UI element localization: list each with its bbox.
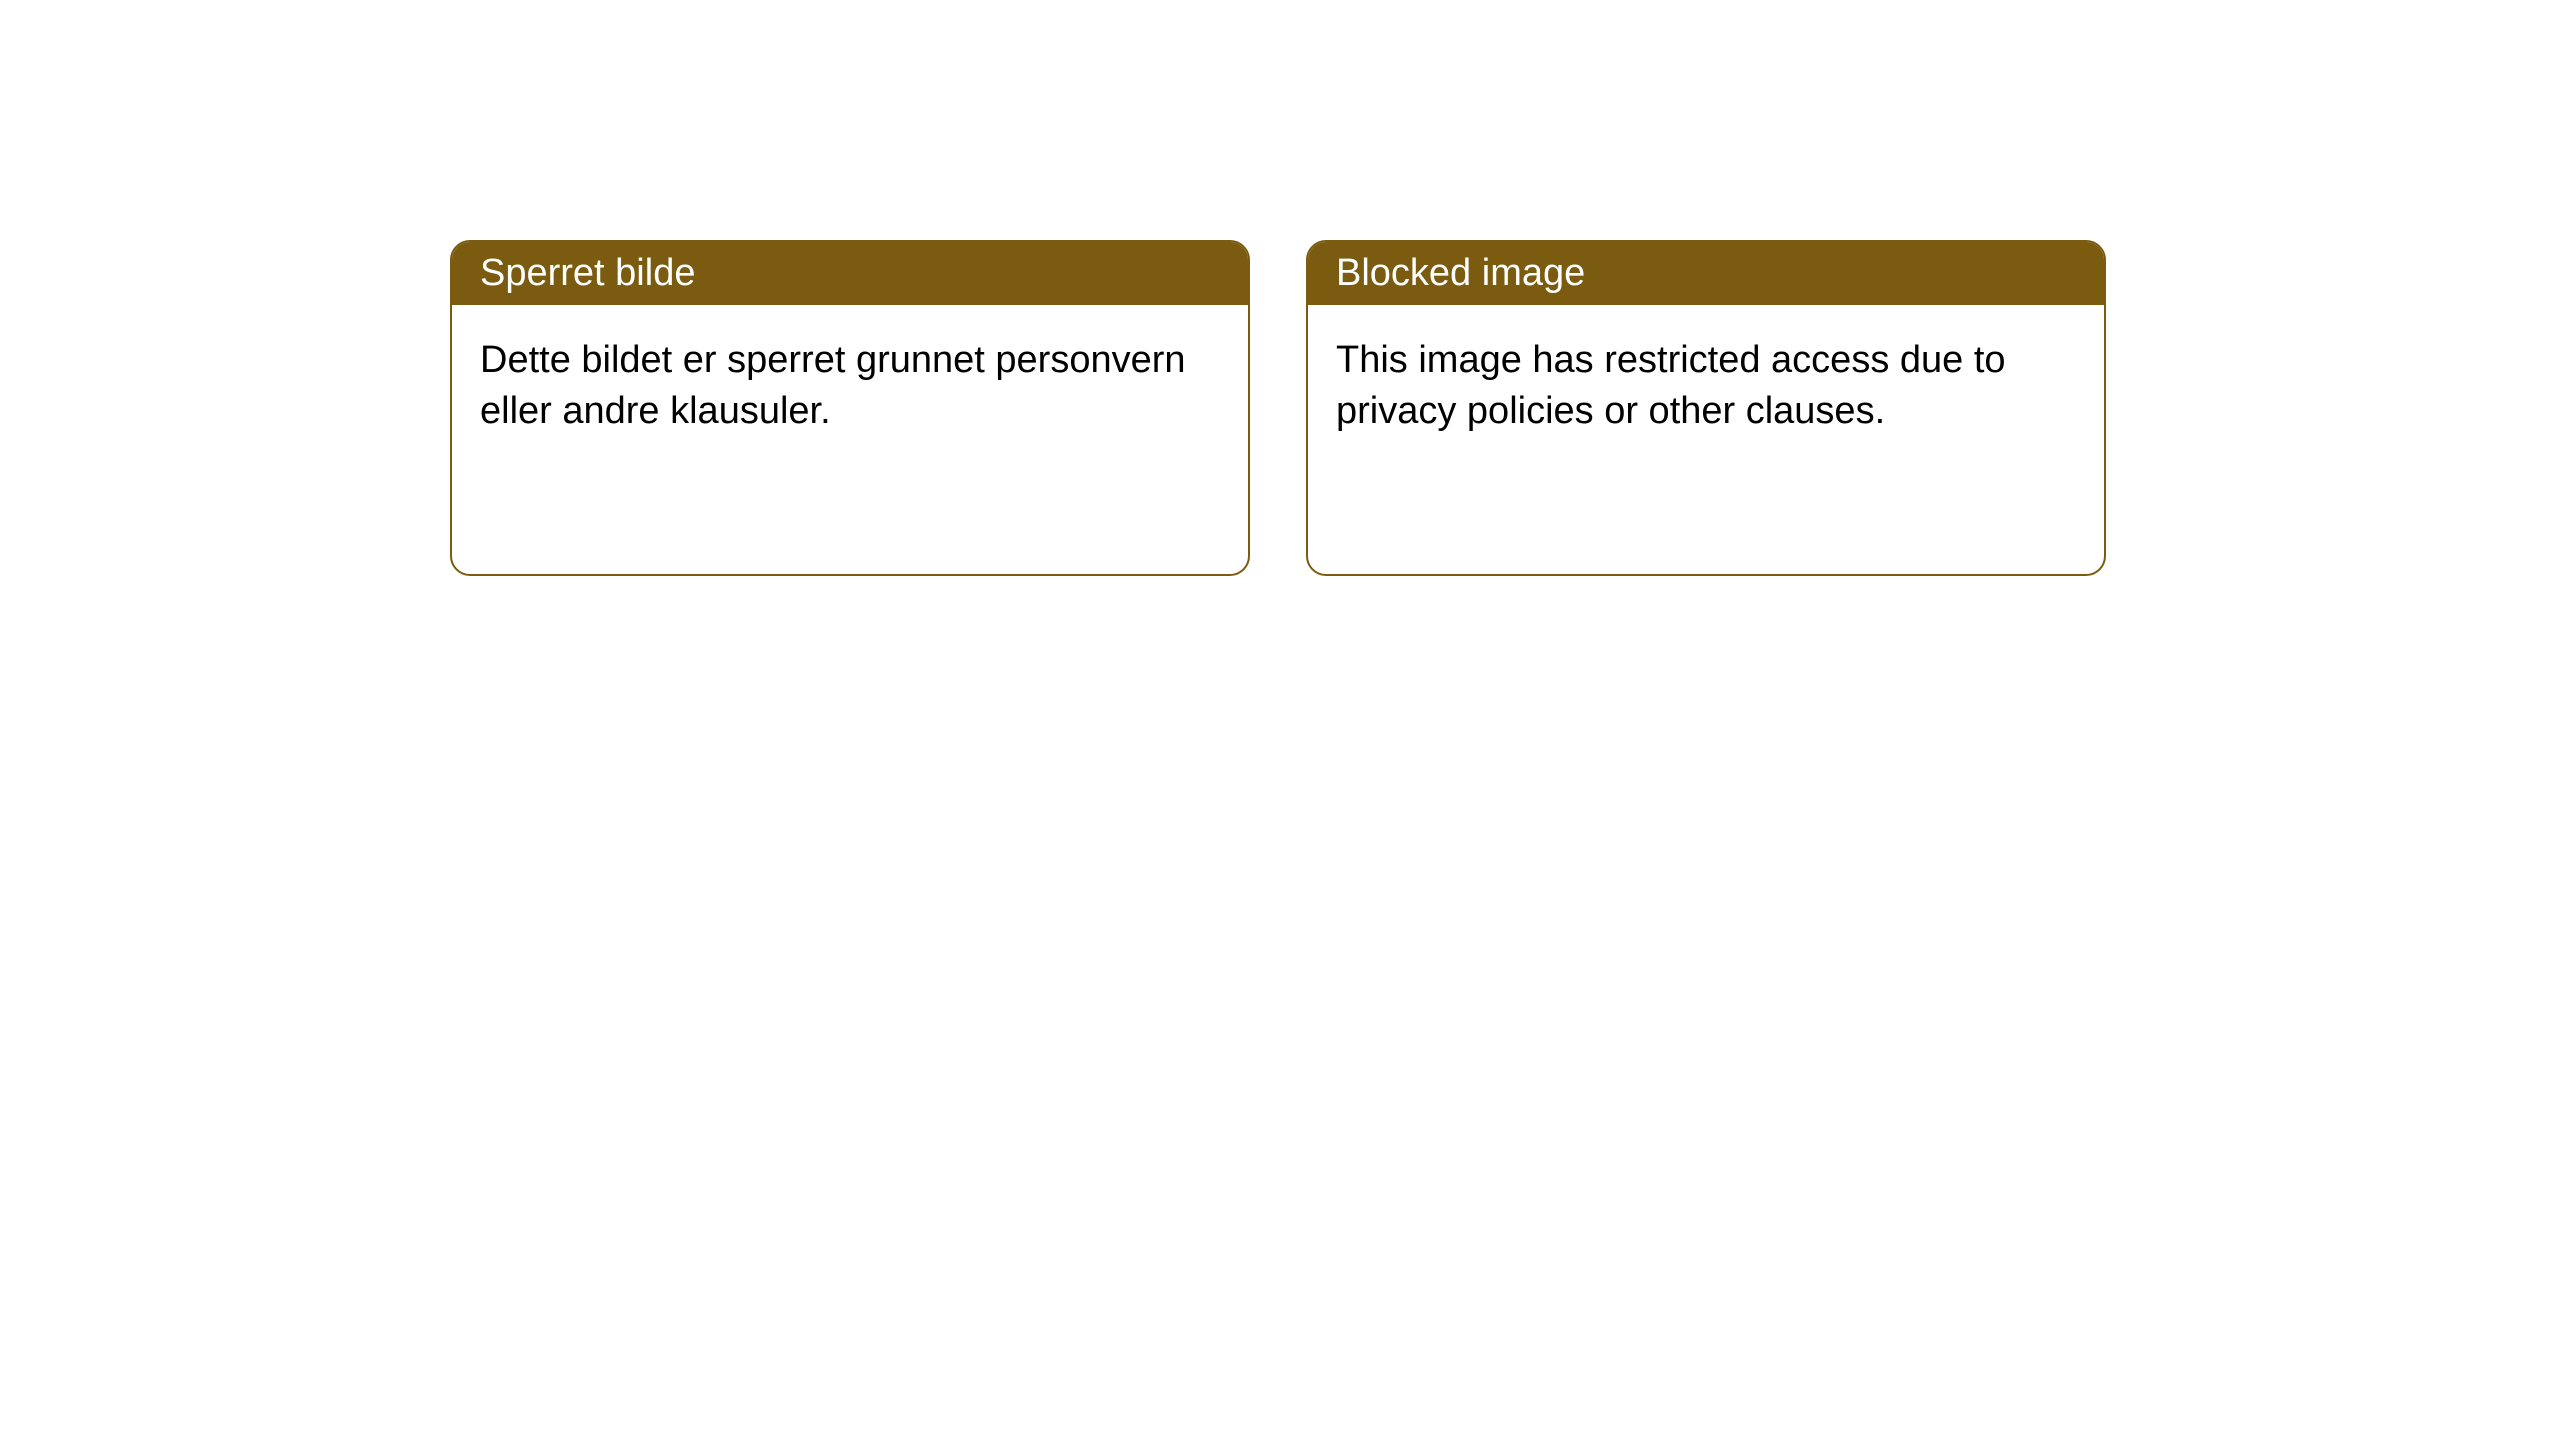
notice-title: Sperret bilde	[480, 252, 695, 294]
notice-container: Sperret bilde Dette bildet er sperret gr…	[450, 240, 2106, 576]
notice-title: Blocked image	[1336, 252, 1585, 294]
notice-card-english: Blocked image This image has restricted …	[1306, 240, 2106, 576]
notice-body: This image has restricted access due to …	[1308, 305, 2104, 468]
notice-header: Blocked image	[1308, 242, 2104, 305]
notice-body-text: This image has restricted access due to …	[1336, 339, 2006, 432]
notice-body: Dette bildet er sperret grunnet personve…	[452, 305, 1248, 468]
notice-header: Sperret bilde	[452, 242, 1248, 305]
notice-card-norwegian: Sperret bilde Dette bildet er sperret gr…	[450, 240, 1250, 576]
notice-body-text: Dette bildet er sperret grunnet personve…	[480, 339, 1186, 432]
